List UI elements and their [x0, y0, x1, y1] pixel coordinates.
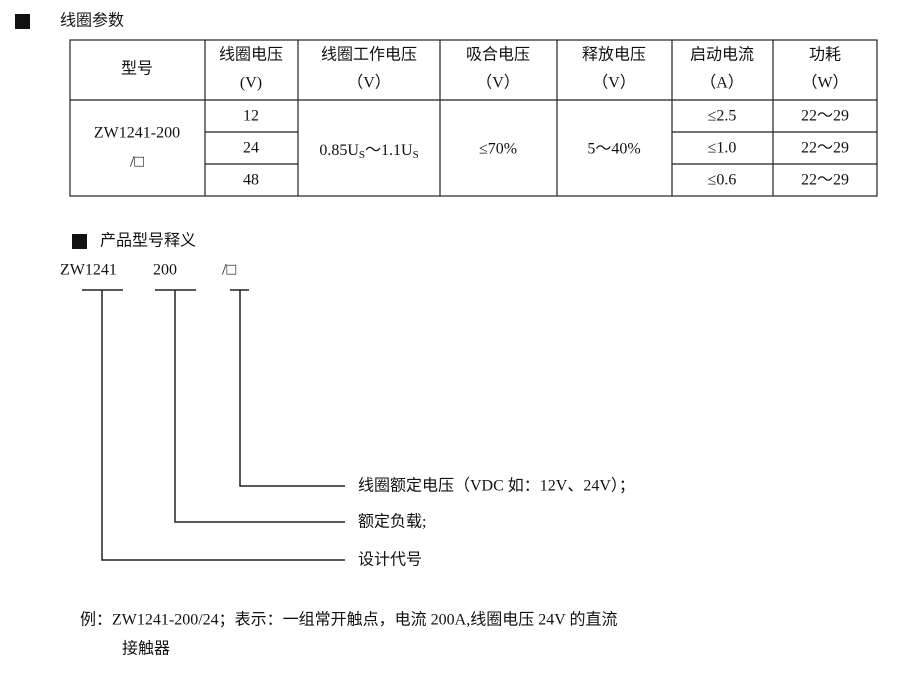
header-cell: 启动电流: [690, 46, 754, 64]
header-unit: （A）: [700, 74, 744, 92]
header-unit: （W）: [801, 74, 848, 92]
wv-sub: S: [413, 149, 419, 161]
working-voltage: 0.85US～1.1US: [319, 142, 418, 161]
header-unit: (V): [240, 75, 262, 92]
coil-voltage: 24: [243, 140, 259, 157]
wv-part: 0.85U: [319, 142, 359, 159]
header-cell: 释放电压: [582, 46, 646, 64]
header-cell: 型号: [121, 60, 153, 78]
model-part: 200: [153, 262, 177, 279]
power: 22～29: [801, 140, 849, 157]
model-cell: /□: [130, 154, 144, 171]
section-title: 产品型号释义: [100, 232, 196, 250]
section-title: 线圈参数: [60, 12, 124, 30]
leader-lines: [82, 289, 345, 561]
bullet-square: [72, 234, 87, 249]
start-current: ≤1.0: [708, 140, 737, 157]
example-text: 例：ZW1241-200/24；表示：一组常开触点，电流 200A,线圈电压 2…: [80, 611, 617, 629]
start-current: ≤2.5: [708, 108, 737, 125]
model-cell: ZW1241-200: [94, 125, 180, 142]
header-unit: （V）: [592, 74, 636, 92]
table-lines: [69, 39, 878, 197]
wv-sub: S: [359, 149, 365, 161]
header-unit: （V）: [347, 74, 391, 92]
wv-part: ～1.1U: [365, 142, 413, 159]
header-unit: （V）: [476, 74, 520, 92]
model-part: /□: [222, 262, 236, 279]
meaning: 额定负载;: [358, 513, 426, 531]
pull-in-voltage: ≤70%: [479, 141, 517, 158]
header-cell: 线圈电压: [219, 46, 283, 64]
header-cell: 吸合电压: [466, 46, 530, 64]
release-voltage: 5～40%: [587, 141, 640, 158]
bullet-square: [15, 14, 30, 29]
power: 22～29: [801, 172, 849, 189]
coil-voltage: 48: [243, 172, 259, 189]
example-text: 接触器: [122, 640, 170, 658]
model-part: ZW1241: [60, 262, 117, 279]
power: 22～29: [801, 108, 849, 125]
meaning: 线圈额定电压（VDC 如：12V、24V）；: [358, 477, 635, 495]
start-current: ≤0.6: [708, 172, 737, 189]
header-cell: 线圈工作电压: [321, 46, 417, 64]
header-cell: 功耗: [809, 46, 841, 64]
meaning: 设计代号: [358, 551, 422, 569]
coil-voltage: 12: [243, 108, 259, 125]
